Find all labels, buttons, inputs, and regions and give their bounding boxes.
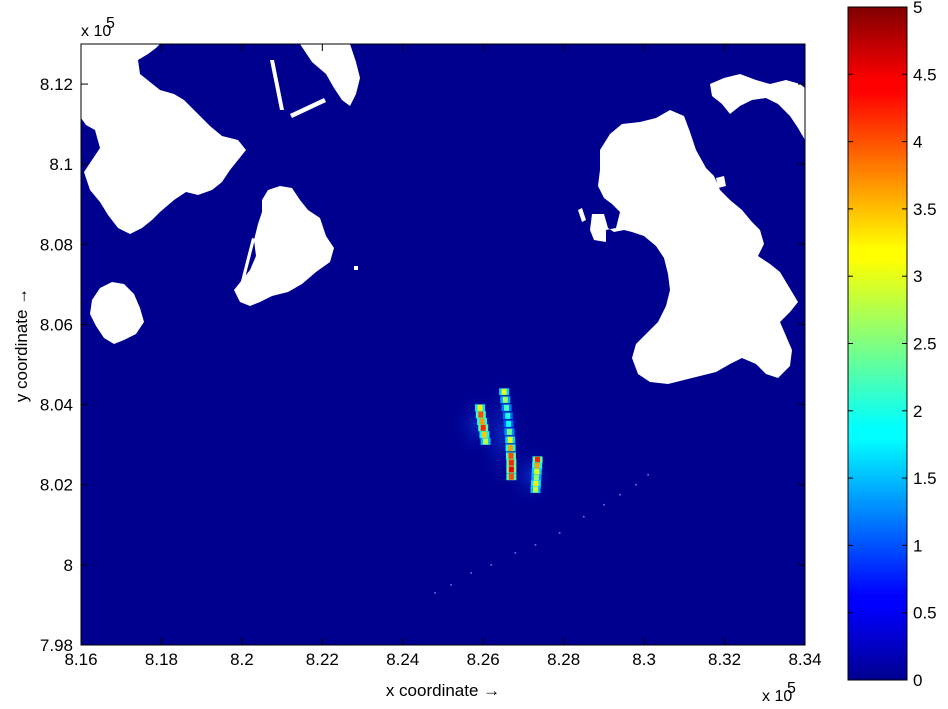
svg-text:5: 5 (787, 680, 796, 697)
plume-cell (501, 388, 507, 395)
x-tick-label: 8.18 (145, 650, 178, 669)
x-tick-label: 8.34 (788, 650, 821, 669)
plume-cell (478, 411, 484, 418)
plume-cell (481, 431, 487, 438)
colorbar-tick-label: 3.5 (913, 200, 937, 219)
colorbar-tick-label: 4.5 (913, 65, 937, 84)
y-tick-label: 8 (64, 556, 73, 575)
land-top-left (81, 44, 246, 234)
plume-cell (508, 459, 514, 466)
y-tick-label: 8.06 (40, 315, 73, 334)
trail-point (433, 591, 436, 594)
colorbar-tick-label: 2 (913, 402, 922, 421)
plume-cell (508, 452, 514, 459)
plume-cell (534, 468, 540, 475)
plume-cell (480, 424, 486, 431)
colorbar-tick-label: 3 (913, 267, 922, 286)
trail-point (647, 473, 650, 476)
land-center-island (234, 186, 334, 306)
land-top-center (300, 44, 360, 106)
concentration-plumes (475, 388, 543, 494)
trail-point (602, 503, 605, 506)
plume-cell (483, 438, 489, 445)
colorbar-tick-label: 4 (913, 133, 922, 152)
y-tick-label: 7.98 (40, 636, 73, 655)
trail-point (490, 563, 493, 566)
x-tick-label: 8.2 (230, 650, 254, 669)
x-axis-label: x coordinate → (386, 681, 500, 700)
x-tick-label: 8.22 (306, 650, 339, 669)
x-tick-label: 8.26 (467, 650, 500, 669)
colorbar-tick-label: 1 (913, 536, 922, 555)
particle-trail (433, 473, 650, 594)
plume-cell (506, 420, 512, 427)
svg-text:x 10: x 10 (762, 688, 792, 705)
x-tick-label: 8.16 (64, 650, 97, 669)
x-axis-ticks: 8.16 8.18 8.2 8.22 8.24 8.26 8.28 8.3 8.32 8.34 (64, 44, 822, 669)
x-tick-label: 8.28 (547, 650, 580, 669)
land-far-top-right (710, 74, 805, 140)
plume-cell (479, 418, 485, 425)
trail-point (558, 531, 561, 534)
colorbar-tick-label: 5 (913, 0, 922, 17)
colorbar-gradient (847, 6, 908, 681)
trail-point (534, 543, 537, 546)
y-axis-ticks: 7.98 8 8.02 8.04 8.06 8.08 8.1 8.12 (40, 75, 805, 655)
x-tick-label: 8.3 (632, 650, 656, 669)
y-axis-label: y coordinate → (12, 288, 31, 402)
trail-point (635, 483, 638, 486)
x-multiplier: x 10 5 (762, 680, 796, 705)
axes-frame (80, 43, 806, 646)
plume-halo (504, 441, 557, 508)
plume-cell (535, 456, 541, 463)
plume-cell (508, 466, 514, 473)
land-masses (81, 44, 805, 384)
colorbar-ticks: 0 0.5 1 1.5 2 2.5 3 3.5 4 4.5 5 (848, 0, 937, 690)
x-tick-label: 8.32 (708, 650, 741, 669)
colorbar-tick-label: 1.5 (913, 469, 937, 488)
colorbar-tick-label: 0 (913, 671, 922, 690)
svg-text:5: 5 (106, 15, 115, 32)
y-tick-label: 8.12 (40, 75, 73, 94)
svg-text:x 10: x 10 (81, 23, 111, 40)
plume-cell (508, 444, 514, 451)
x-tick-label: 8.24 (386, 650, 419, 669)
land-top-right (590, 110, 798, 384)
plume-cell (507, 436, 513, 443)
plume-cell (534, 462, 540, 469)
y-multiplier: x 10 5 (81, 15, 115, 40)
plume-cell (508, 473, 514, 480)
plume-cell (502, 396, 508, 403)
colorbar-tick-label: 2.5 (913, 335, 937, 354)
trail-point (470, 571, 473, 574)
y-tick-label: 8.1 (49, 155, 73, 174)
plume-cell (477, 404, 483, 411)
plume-cell (533, 486, 539, 493)
trail-point (514, 551, 517, 554)
plume-cell (506, 428, 512, 435)
plume-cell (505, 412, 511, 419)
trail-point (582, 515, 585, 518)
y-tick-label: 8.04 (40, 396, 73, 415)
land-left-island (90, 282, 144, 344)
plume-cell (533, 480, 539, 487)
plume-cell (504, 404, 510, 411)
trail-point (618, 493, 621, 496)
y-tick-label: 8.02 (40, 476, 73, 495)
trail-point (450, 583, 453, 586)
plume-cell (533, 474, 539, 481)
colorbar-tick-label: 0.5 (913, 604, 937, 623)
y-tick-label: 8.08 (40, 235, 73, 254)
colorbar: 0 0.5 1 1.5 2 2.5 3 3.5 4 4.5 5 (847, 0, 937, 690)
